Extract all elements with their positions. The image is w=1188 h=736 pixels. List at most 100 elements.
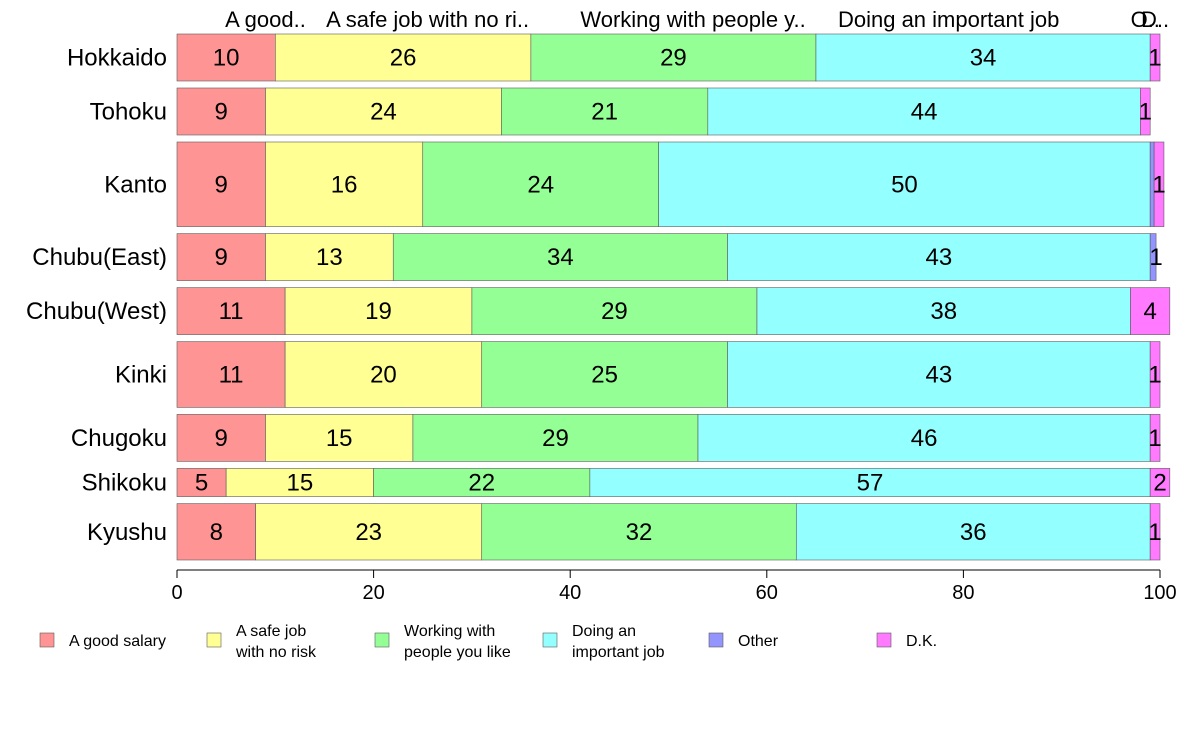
data-label: 13 — [316, 244, 343, 271]
bar-row: Chugoku 9 15 29 46 1 — [71, 414, 1162, 462]
legend-swatch — [876, 632, 892, 648]
legend-item: D.K. — [876, 632, 937, 650]
data-label: 34 — [547, 244, 574, 271]
data-label: 24 — [370, 99, 397, 126]
data-label: 1 — [1148, 425, 1161, 452]
legend-label: A safe job — [236, 623, 306, 640]
bar-segment — [265, 414, 414, 462]
legend-label: with no risk — [235, 644, 317, 661]
data-label: 16 — [331, 171, 358, 198]
bar-segment — [481, 503, 797, 561]
series-top-label: A good.. — [225, 7, 306, 32]
legend-item: A safe job with no risk — [206, 623, 317, 661]
bar-segment — [658, 141, 1151, 227]
bar-row: Chubu(West) 11 19 29 38 4 — [26, 287, 1171, 335]
series-top-label: O.. — [1131, 7, 1160, 32]
data-label: 9 — [215, 425, 228, 452]
data-label: 1 — [1148, 45, 1161, 72]
data-label: 23 — [355, 519, 382, 546]
series-top-label: A safe job with no ri.. — [326, 7, 529, 32]
data-label: 9 — [215, 99, 228, 126]
data-label: 8 — [210, 519, 223, 546]
bar-segment — [756, 287, 1131, 335]
data-label: 36 — [960, 519, 987, 546]
bar-segment — [1153, 141, 1165, 227]
data-label: 25 — [591, 362, 618, 389]
bar-segment — [176, 33, 276, 82]
x-tick-label: 20 — [362, 582, 384, 604]
bar-segment — [815, 33, 1151, 82]
data-label: 44 — [911, 99, 938, 126]
data-label: 29 — [601, 298, 628, 325]
data-label: 38 — [930, 298, 957, 325]
category-label: Chubu(West) — [26, 298, 167, 325]
bar-segment — [176, 87, 266, 136]
data-label: 1 — [1139, 99, 1152, 126]
bar-segment — [530, 33, 817, 82]
bar-segment — [1149, 233, 1157, 281]
data-label: 1 — [1148, 519, 1161, 546]
legend-item: Doing an important job — [542, 623, 665, 661]
data-label: 11 — [219, 298, 244, 325]
category-label: Chugoku — [71, 425, 167, 452]
data-label: 9 — [215, 244, 228, 271]
legend-label: A good salary — [69, 633, 166, 650]
category-label: Kanto — [104, 171, 167, 198]
data-label: 21 — [591, 99, 618, 126]
data-label: 15 — [287, 470, 314, 497]
legend-label: D.K. — [906, 633, 937, 650]
data-label: 46 — [911, 425, 938, 452]
bar-segment — [392, 233, 728, 281]
data-label: 43 — [925, 244, 952, 271]
bar-segment — [795, 503, 1151, 561]
legend-swatch — [374, 632, 390, 648]
bar-segment — [176, 341, 286, 408]
legend-item: Working with people you like — [374, 623, 511, 661]
data-label: 24 — [527, 171, 554, 198]
legend-swatch — [206, 632, 222, 648]
data-label: 50 — [891, 171, 918, 198]
bar-segment — [176, 141, 266, 227]
bar-segment — [176, 503, 256, 561]
bar-row: Kinki 11 20 25 43 1 — [115, 341, 1162, 408]
data-label: 2 — [1153, 470, 1166, 497]
legend-swatch — [708, 632, 724, 648]
bar-segment — [1149, 503, 1161, 561]
series-top-label: D.. — [1141, 7, 1169, 32]
bar-segment — [176, 414, 266, 462]
bar-segment — [727, 233, 1151, 281]
bar-segment — [284, 287, 473, 335]
bar-segment — [265, 233, 394, 281]
bar-segment — [697, 414, 1151, 462]
data-label: 1 — [1152, 171, 1165, 198]
bar-row: Kyushu 8 23 32 36 1 — [87, 503, 1162, 561]
series-top-label: Working with people y.. — [580, 7, 805, 32]
bar-segment — [412, 414, 699, 462]
bar-row: Tohoku 9 24 21 44 1 — [90, 87, 1152, 136]
series-top-label: Doing an important job — [838, 7, 1059, 32]
data-label: 43 — [925, 362, 952, 389]
data-label: 57 — [857, 470, 884, 497]
x-tick-label: 60 — [756, 582, 778, 604]
data-label: 1 — [1148, 362, 1161, 389]
legend-label: Working with — [404, 623, 495, 640]
category-label: Kyushu — [87, 519, 167, 546]
legend-label: Other — [738, 633, 779, 650]
bar-segment — [589, 468, 1151, 497]
x-tick-label: 80 — [952, 582, 974, 604]
legend-label: important job — [572, 644, 665, 661]
x-tick-label: 0 — [171, 582, 182, 604]
bar-segment — [176, 287, 286, 335]
data-label: 32 — [626, 519, 653, 546]
legend-item: A good salary — [39, 632, 166, 650]
data-label: 29 — [660, 45, 687, 72]
bar-row: Kanto 9 16 24 50 1 — [104, 141, 1166, 227]
data-label: 22 — [468, 470, 495, 497]
bar-segment — [1149, 414, 1161, 462]
bar-segment — [707, 87, 1141, 136]
legend-swatch — [39, 632, 55, 648]
data-label: 15 — [326, 425, 353, 452]
bar-segment — [225, 468, 374, 497]
